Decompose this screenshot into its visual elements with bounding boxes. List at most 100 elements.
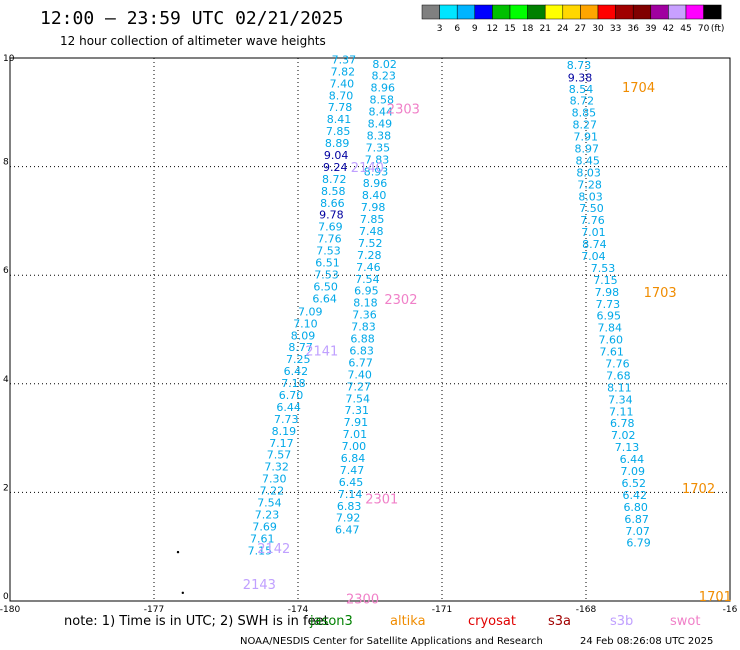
legend-item: swot (670, 614, 700, 629)
color-swatch (580, 4, 599, 20)
wave-height-value: 6.77 (348, 356, 373, 369)
wave-height-value: 8.19 (272, 425, 297, 438)
chart-title: 12:00 — 23:59 UTC 02/21/2025 (40, 8, 343, 29)
x-tick-label: -16 (723, 605, 738, 615)
wave-height-value: 7.52 (358, 237, 383, 250)
color-swatch (562, 4, 581, 20)
color-swatch (703, 4, 722, 20)
wave-height-value: 7.98 (361, 201, 386, 214)
y-tick-label: 10 (3, 54, 15, 64)
wave-height-value: 7.01 (581, 226, 606, 239)
wave-height-value: 7.48 (359, 225, 384, 238)
wave-height-value: 7.01 (343, 428, 368, 441)
color-swatch (632, 4, 652, 20)
wave-height-value: 7.98 (595, 286, 620, 299)
color-swatch (685, 4, 704, 20)
pass-label: 2303 (387, 102, 420, 117)
wave-height-value: 8.54 (569, 83, 594, 96)
wave-height-value: 8.70 (329, 89, 354, 102)
wave-height-value: 6.44 (620, 453, 645, 466)
wave-height-value: 7.73 (596, 298, 621, 311)
color-scale-label: 36 (627, 24, 639, 34)
wave-height-value: 6.50 (313, 280, 338, 293)
color-swatch (597, 4, 616, 20)
color-scale: 3 6 9 12 15 18 21 24 27 30 33 36 39 42 45 70 (ft) (421, 4, 725, 34)
wave-height-value: 7.31 (345, 404, 370, 417)
wave-height-value: 7.32 (264, 461, 289, 474)
color-scale-label: 21 (539, 24, 550, 34)
wave-height-value: 7.76 (605, 358, 630, 371)
wave-height-value: 8.03 (576, 166, 601, 179)
wave-height-value: 9.24 (323, 161, 348, 174)
color-scale-label: 45 (680, 24, 691, 34)
wave-height-value: 6.44 (276, 401, 301, 414)
wave-height-value: 7.61 (599, 346, 624, 359)
wave-height-value: 6.42 (622, 489, 647, 502)
wave-height-value: 7.36 (352, 309, 377, 322)
color-swatch (650, 4, 669, 20)
wave-height-value: 6.78 (610, 417, 635, 430)
color-swatch (544, 4, 564, 20)
wave-height-value: 7.11 (609, 405, 634, 418)
wave-height-value: 8.96 (370, 82, 395, 95)
wave-height-value: 7.14 (338, 488, 363, 501)
wave-height-value: 7.85 (360, 213, 385, 226)
wave-height-value: 6.95 (354, 285, 379, 298)
wave-height-value: 7.40 (330, 77, 355, 90)
wave-height-value: 7.35 (366, 141, 391, 154)
wave-height-value: 7.92 (336, 512, 361, 525)
x-tick-label: -177 (144, 605, 164, 615)
wave-height-value: 8.77 (288, 341, 313, 354)
legend-item: altika (390, 614, 426, 629)
wave-height-value: 8.23 (371, 70, 396, 83)
wave-height-value: 6.64 (312, 292, 337, 305)
wave-height-value: 6.42 (284, 365, 309, 378)
wave-height-value: 7.27 (346, 380, 371, 393)
wave-height-value: 7.17 (269, 437, 294, 450)
wave-height-value: 8.89 (325, 137, 350, 150)
wave-height-value: 8.02 (372, 58, 397, 71)
wave-height-value: 7.04 (581, 250, 606, 263)
legend-item: cryosat (468, 614, 516, 629)
color-scale-label: 12 (487, 24, 498, 34)
wave-height-value: 7.83 (351, 321, 376, 334)
color-scale-label: 15 (504, 24, 515, 34)
wave-height-value: 7.69 (252, 520, 277, 533)
legend-item: jason3 (309, 614, 353, 629)
wave-height-value: 7.37 (332, 53, 357, 66)
wave-height-value: 7.83 (365, 153, 390, 166)
wave-height-value: 6.51 (315, 257, 340, 270)
wave-height-value: 7.02 (611, 429, 636, 442)
wave-height-value: 7.54 (346, 392, 371, 405)
wave-height-value: 7.23 (255, 508, 279, 521)
credit-text: NOAA/NESDIS Center for Satellite Applica… (240, 636, 543, 647)
wave-height-value: 8.66 (320, 197, 345, 210)
note-text: note: 1) Time is in UTC; 2) SWH is in fe… (64, 614, 329, 629)
timestamp-text: 24 Feb 08:26:08 UTC 2025 (580, 636, 713, 647)
color-swatch (439, 4, 458, 20)
wave-height-value: 7.54 (257, 497, 282, 510)
color-scale-label: 6 (454, 24, 460, 34)
wave-height-value: 8.74 (582, 238, 607, 251)
wave-height-value: 7.15 (593, 274, 618, 287)
wave-height-value: 8.96 (363, 177, 388, 190)
pass-label: 2301 (365, 492, 398, 507)
wave-height-value: 7.34 (608, 393, 633, 406)
wave-height-value: 8.85 (572, 107, 597, 120)
wave-height-value: 7.00 (342, 440, 367, 453)
wave-height-value: 6.88 (350, 333, 375, 346)
pass-label: 1704 (622, 81, 655, 96)
y-tick-label: 8 (3, 158, 9, 168)
color-swatch (421, 4, 440, 20)
wave-height-value: 8.58 (321, 185, 346, 198)
satellite-legend: jason3 altika cryosat s3a s3b swot (309, 614, 700, 629)
wave-height-value: 8.72 (570, 95, 595, 108)
y-tick-label: 2 (3, 483, 9, 493)
wave-height-value: 8.03 (578, 190, 603, 203)
pass-label: 2143 (243, 578, 276, 593)
color-scale-unit: (ft) (711, 24, 725, 34)
x-tick-label: -180 (0, 605, 20, 615)
wave-height-value: 7.30 (262, 473, 287, 486)
color-scale-label: 3 (437, 24, 443, 34)
